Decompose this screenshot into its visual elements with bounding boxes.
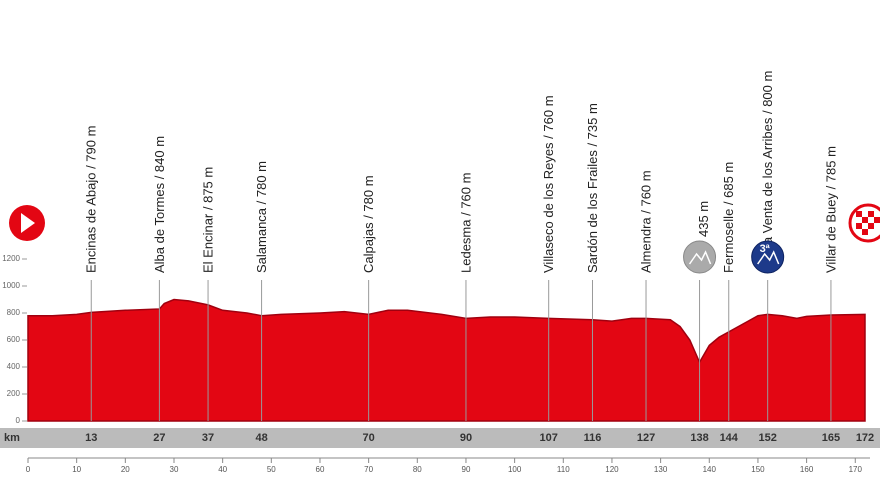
waypoint-label: Salamanca / 780 m	[254, 161, 269, 273]
waypoint-label: Sardón de los Frailes / 735 m	[585, 103, 600, 273]
y-tick-label: 200	[7, 389, 21, 398]
km-marker: 116	[584, 432, 602, 444]
km-bar	[0, 428, 880, 448]
waypoint-label: Villaseco de los Reyes / 760 m	[541, 95, 556, 273]
km-marker: 165	[822, 432, 840, 444]
km-marker: 172	[856, 432, 874, 444]
waypoint-label: Encinas de Abajo / 790 m	[84, 126, 99, 273]
elevation-area	[27, 298, 866, 422]
km-marker: 48	[255, 432, 267, 444]
km-marker: 127	[637, 432, 655, 444]
x-tick-label: 130	[654, 465, 668, 474]
waypoint-label: Ledesma / 760 m	[458, 173, 473, 273]
y-tick-label: 800	[7, 308, 21, 317]
start-arrow	[21, 213, 35, 233]
x-tick-label: 90	[462, 465, 471, 474]
waypoint-label: El Encinar / 875 m	[200, 167, 215, 273]
x-tick-label: 170	[849, 465, 863, 474]
km-marker: 13	[85, 432, 97, 444]
x-tick-label: 120	[605, 465, 619, 474]
x-tick-label: 40	[218, 465, 227, 474]
y-tick-label: 1200	[2, 254, 20, 263]
y-tick-label: 1000	[2, 281, 20, 290]
km-marker: 152	[758, 432, 776, 444]
climb-category: 3ª	[760, 243, 771, 255]
km-marker: 70	[363, 432, 375, 444]
waypoint-label: Calpajas / 780 m	[361, 175, 376, 273]
y-tick-label: 0	[16, 416, 21, 425]
waypoint-label: Villar de Buey / 785 m	[823, 146, 838, 273]
x-tick-label: 150	[751, 465, 765, 474]
x-tick-label: 30	[170, 465, 179, 474]
x-tick-label: 100	[508, 465, 522, 474]
km-marker: 37	[202, 432, 214, 444]
x-tick-label: 70	[364, 465, 373, 474]
waypoint-label: Almendra / 760 m	[638, 170, 653, 273]
x-tick-label: 50	[267, 465, 276, 474]
finish-checks	[856, 211, 880, 235]
km-label: km	[4, 432, 20, 444]
km-marker: 27	[153, 432, 165, 444]
y-tick-label: 600	[7, 335, 21, 344]
climb-label: 435 m	[696, 201, 711, 237]
waypoint-label: Alba de Tormes / 840 m	[152, 136, 167, 273]
x-tick-label: 60	[316, 465, 325, 474]
x-tick-label: 10	[72, 465, 81, 474]
waypoint-label: Alto la Venta de los Arribes / 800 m	[760, 71, 775, 273]
waypoint-label: Fermoselle / 685 m	[721, 162, 736, 273]
x-tick-label: 20	[121, 465, 130, 474]
climb-icon	[757, 250, 780, 265]
km-marker: 90	[460, 432, 472, 444]
climb-icon	[688, 250, 712, 265]
x-tick-label: 140	[703, 465, 717, 474]
x-tick-label: 0	[26, 465, 31, 474]
km-marker: 107	[540, 432, 558, 444]
km-marker: 144	[720, 432, 739, 444]
km-marker: 138	[690, 432, 708, 444]
y-tick-label: 400	[7, 362, 21, 371]
x-tick-label: 110	[557, 465, 570, 474]
x-tick-label: 160	[800, 465, 814, 474]
x-tick-label: 80	[413, 465, 422, 474]
